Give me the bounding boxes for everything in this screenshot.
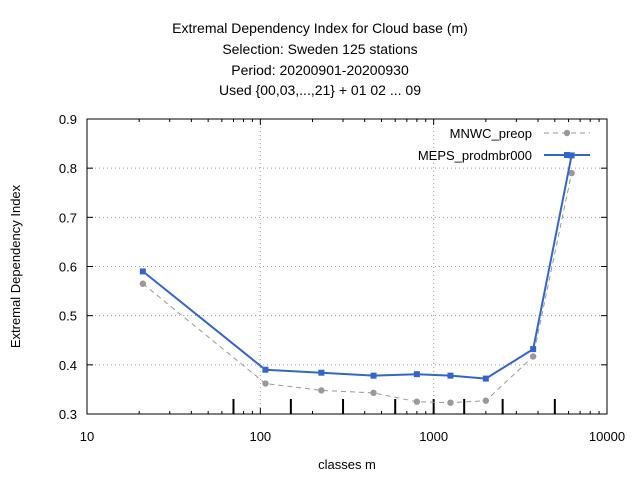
chart-title-line-2: Selection: Sweden 125 stations [222, 41, 418, 57]
x-tick-label: 10 [80, 429, 94, 444]
data-point-MEPS_prodmbr000 [413, 371, 420, 378]
y-tick-label: 0.5 [59, 309, 77, 324]
legend-label-MNWC_preop: MNWC_preop [450, 126, 532, 141]
series-line-MNWC_preop [142, 172, 573, 404]
data-point-MNWC_preop [529, 353, 537, 360]
x-tick-label: 10000 [589, 429, 625, 444]
chart-title-line-4: Used {00,03,...,21} + 01 02 ... 09 [219, 82, 421, 98]
x-axis-label: classes m [318, 457, 376, 472]
data-point-MNWC_preop [482, 397, 490, 404]
data-point-MNWC_preop [262, 380, 269, 387]
data-point-MNWC_preop [563, 129, 571, 137]
y-tick-label: 0.9 [59, 112, 77, 127]
y-tick-label: 0.6 [59, 260, 77, 275]
data-point-MEPS_prodmbr000 [482, 375, 489, 382]
data-point-MNWC_preop [370, 389, 377, 397]
chart-title-line-3: Period: 20200901-20200930 [231, 62, 409, 78]
data-point-MNWC_preop [413, 398, 421, 405]
data-point-MNWC_preop [139, 280, 147, 287]
y-tick-label: 0.4 [59, 358, 77, 373]
data-point-MEPS_prodmbr000 [447, 372, 454, 379]
y-tick-label: 0.8 [59, 161, 77, 176]
data-point-MEPS_prodmbr000 [370, 372, 377, 379]
data-point-MNWC_preop [568, 169, 575, 177]
data-point-MNWC_preop [447, 399, 454, 406]
data-point-MEPS_prodmbr000 [564, 152, 570, 158]
chart-title-line-1: Extremal Dependency Index for Cloud base… [172, 20, 468, 36]
y-axis-label: Extremal Dependency Index [8, 184, 23, 348]
data-point-MEPS_prodmbr000 [139, 268, 146, 275]
data-point-MNWC_preop [318, 387, 325, 394]
legend-label-MEPS_prodmbr000: MEPS_prodmbr000 [418, 148, 532, 163]
y-tick-label: 0.3 [59, 407, 77, 422]
data-point-MEPS_prodmbr000 [318, 369, 325, 376]
y-tick-label: 0.7 [59, 210, 77, 225]
data-point-MEPS_prodmbr000 [530, 346, 537, 353]
data-point-MEPS_prodmbr000 [262, 366, 269, 373]
x-tick-label: 1000 [419, 429, 448, 444]
x-tick-label: 100 [249, 429, 271, 444]
